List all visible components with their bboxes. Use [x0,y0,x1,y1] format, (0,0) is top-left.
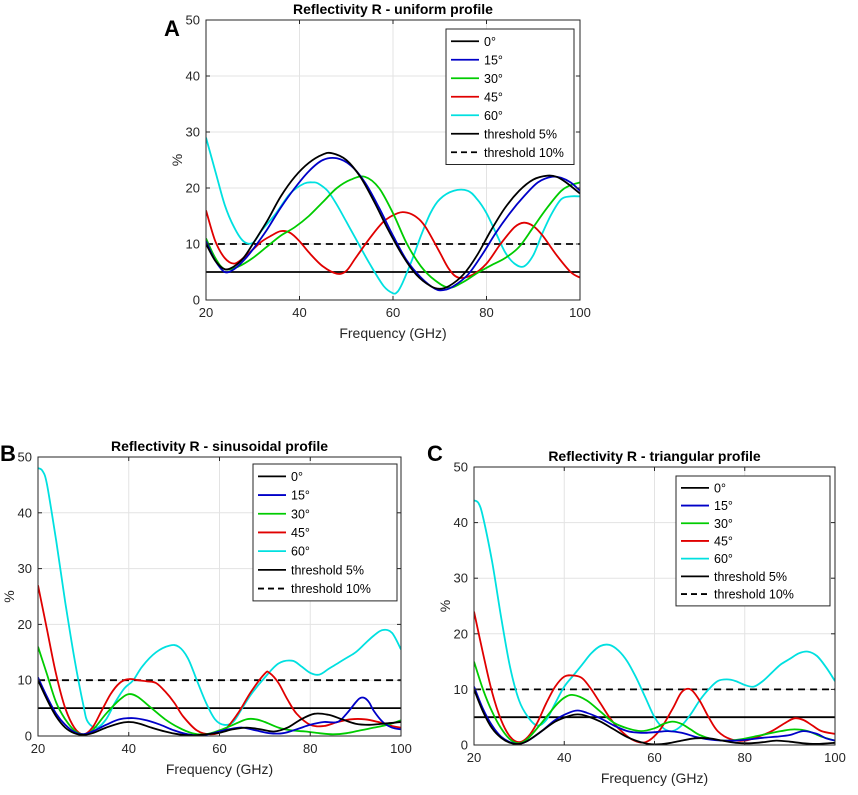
series-line-0deg [38,679,401,736]
x-tick-label: 60 [647,750,661,765]
x-tick-label: 100 [569,305,591,320]
legend-label: 0° [291,470,303,484]
legend-label: 30° [291,507,310,521]
legend-label: 60° [714,552,733,566]
legend-label: threshold 10% [714,588,794,602]
y-tick-label: 20 [18,617,32,632]
y-axis-label: % [437,600,453,612]
series-group [38,467,401,736]
legend-box [252,463,398,602]
y-tick-label: 30 [18,561,32,576]
x-tick-label: 40 [557,750,571,765]
panel-label: C [427,441,443,466]
y-tick-label: 30 [454,571,468,586]
legend-label: 60° [484,109,503,123]
series-group [206,137,580,295]
legend: 0° 15° 30° 45° 60° threshold 5% threshold 10% [445,28,575,165]
y-tick-label: 0 [461,738,468,753]
series-line-60deg [206,137,580,295]
x-tick-label: 100 [824,750,846,765]
series-line-0deg [474,689,835,745]
x-tick-label: 100 [390,741,412,756]
legend-label: 45° [291,526,310,540]
legend-label: 15° [291,489,310,503]
x-tick-label: 80 [479,305,493,320]
x-tick-label: 60 [386,305,400,320]
y-axis-label: % [169,154,185,166]
legend-label: threshold 5% [714,570,787,584]
x-axis-label: Frequency (GHz) [339,325,446,341]
legend-label: 60° [291,545,310,559]
chart-title: Reflectivity R - uniform profile [293,1,493,17]
legend-label: 30° [714,517,733,531]
series-line-60deg [474,499,835,733]
y-tick-label: 40 [186,69,200,84]
panel-label: A [164,16,180,41]
x-tick-label: 60 [212,741,226,756]
chart-title: Reflectivity R - sinusoidal profile [111,438,328,454]
x-tick-label: 20 [467,750,481,765]
legend-label: threshold 5% [291,563,364,577]
legend-label: 0° [714,481,726,495]
x-tick-label: 40 [292,305,306,320]
panel-label: B [0,441,16,466]
y-tick-label: 10 [18,673,32,688]
legend-label: 30° [484,72,503,86]
series-line-0deg [206,151,580,290]
chart-title: Reflectivity R - triangular profile [548,448,761,464]
series-group [474,499,835,745]
y-tick-label: 0 [25,729,32,744]
y-tick-label: 10 [454,682,468,697]
series-line-60deg [38,467,401,729]
y-tick-label: 20 [186,181,200,196]
y-tick-label: 10 [186,237,200,252]
y-tick-label: 40 [18,505,32,520]
legend-label: threshold 10% [484,146,564,160]
x-tick-label: 20 [31,741,45,756]
legend-label: 15° [714,499,733,513]
series-line-30deg [206,175,580,289]
y-axis-label: % [1,590,17,602]
panel-c: 20 40 60 80 100 0 10 20 30 40 50 Reflectivity R - t… [427,441,846,786]
x-axis-label: Frequency (GHz) [601,770,708,786]
y-tick-label: 30 [186,125,200,140]
panel-b: 20 40 60 80 100 0 10 20 30 40 50 Reflectivity R - s… [0,438,412,777]
x-tick-label: 40 [122,741,136,756]
legend: 0° 15° 30° 45° 60° threshold 5% threshold 10% [675,475,831,607]
series-line-45deg [38,585,401,736]
x-tick-label: 20 [199,305,213,320]
legend-label: 45° [484,90,503,104]
legend-label: threshold 10% [291,582,371,596]
y-tick-label: 40 [454,515,468,530]
series-line-15deg [206,156,580,292]
x-tick-label: 80 [738,750,752,765]
legend-label: threshold 5% [484,127,557,141]
y-tick-label: 50 [454,460,468,475]
legend-label: 15° [484,53,503,67]
legend-label: 45° [714,534,733,548]
panel-a: 20 40 60 80 100 0 10 20 30 40 50 Reflectivity R - u… [164,1,591,341]
y-tick-label: 20 [454,626,468,641]
legend: 0° 15° 30° 45° 60° threshold 5% threshold 10% [252,463,398,602]
x-tick-label: 80 [303,741,317,756]
x-axis-label: Frequency (GHz) [166,761,273,777]
y-tick-label: 0 [193,293,200,308]
y-tick-label: 50 [18,450,32,465]
y-tick-label: 50 [186,13,200,28]
legend-label: 0° [484,35,496,49]
